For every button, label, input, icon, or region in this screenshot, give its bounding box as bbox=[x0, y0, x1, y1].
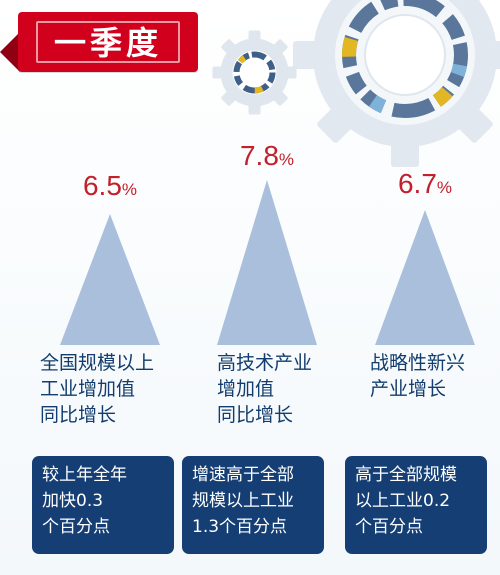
stat-description-3: 战略性新兴 产业增长 bbox=[370, 350, 465, 402]
stat-note-3-line-1: 高于全部规模 bbox=[355, 465, 457, 485]
stat-value-unit-3: % bbox=[436, 178, 453, 197]
small-gear-icon bbox=[212, 30, 297, 115]
stat-note-3: 高于全部规模 以上工业0.2 个百分点 bbox=[345, 456, 487, 554]
stat-value-number-1: 6.5 bbox=[82, 170, 122, 201]
stat-description-3-line-2: 产业增长 bbox=[370, 378, 447, 400]
stat-column-1: 6.5% 全国规模以上 工业增加值 同比增长 较上年全年 加快0.3 个百分点 bbox=[30, 0, 190, 575]
stat-column-2: 7.8% 高技术产业 增加值 同比增长 增速高于全部 规模以上工业 1.3个百分… bbox=[182, 0, 347, 575]
chart-triangle-3 bbox=[375, 210, 475, 345]
page-title: 一季度 bbox=[53, 24, 162, 62]
stat-value-unit-2: % bbox=[278, 150, 295, 169]
stat-value-number-2: 7.8 bbox=[239, 140, 279, 171]
stat-description-3-line-1: 战略性新兴 bbox=[370, 352, 466, 374]
stat-note-2-line-2: 规模以上工业 bbox=[192, 491, 294, 511]
stat-note-2: 增速高于全部 规模以上工业 1.3个百分点 bbox=[182, 456, 324, 554]
bar-triangle-3 bbox=[375, 210, 475, 345]
stat-description-2-line-3: 同比增长 bbox=[217, 404, 294, 426]
stat-description-1: 全国规模以上 工业增加值 同比增长 bbox=[40, 350, 154, 428]
bar-triangle-1 bbox=[60, 214, 160, 345]
title-tag-border bbox=[36, 21, 180, 63]
stat-description-1-line-2: 工业增加值 bbox=[40, 378, 136, 400]
stat-note-2-line-1: 增速高于全部 bbox=[192, 465, 294, 485]
stat-description-2-line-1: 高技术产业 bbox=[217, 352, 313, 374]
stat-note-3-line-3: 个百分点 bbox=[355, 517, 423, 537]
stat-column-3: 6.7% 战略性新兴 产业增长 高于全部规模 以上工业0.2 个百分点 bbox=[345, 0, 500, 575]
stat-description-1-line-1: 全国规模以上 bbox=[40, 352, 155, 374]
stat-note-1-line-2: 加快0.3 bbox=[42, 491, 104, 511]
stat-value-2: 7.8% bbox=[187, 140, 347, 176]
chart-triangle-1 bbox=[60, 214, 160, 345]
stat-value-number-3: 6.7 bbox=[397, 168, 437, 199]
stat-note-1-line-1: 较上年全年 bbox=[42, 465, 127, 485]
stat-value-1: 6.5% bbox=[30, 170, 190, 206]
stat-value-3: 6.7% bbox=[345, 168, 500, 204]
stat-note-1: 较上年全年 加快0.3 个百分点 bbox=[32, 456, 174, 554]
stat-note-3-line-2: 以上工业0.2 bbox=[355, 491, 451, 511]
stat-note-1-line-3: 个百分点 bbox=[42, 517, 110, 537]
title-tag: 一季度 bbox=[0, 12, 210, 72]
stat-description-2-line-2: 增加值 bbox=[217, 378, 275, 400]
stat-value-unit-1: % bbox=[121, 180, 138, 199]
stat-description-1-line-3: 同比增长 bbox=[40, 404, 117, 426]
title-tag-fold bbox=[0, 32, 20, 72]
chart-triangle-2 bbox=[217, 180, 317, 345]
stat-note-2-line-3: 1.3个百分点 bbox=[192, 517, 288, 537]
large-gear-icon bbox=[293, 0, 500, 167]
stat-description-2: 高技术产业 增加值 同比增长 bbox=[217, 350, 312, 428]
bar-triangle-2 bbox=[217, 180, 317, 345]
